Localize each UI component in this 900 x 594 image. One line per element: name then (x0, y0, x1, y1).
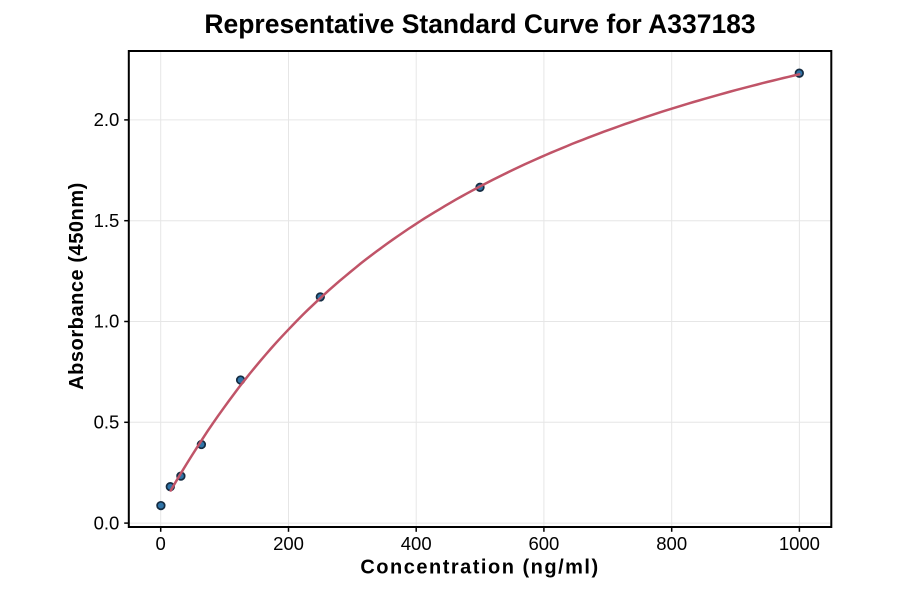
svg-text:800: 800 (656, 533, 687, 554)
svg-text:0.5: 0.5 (94, 412, 120, 433)
svg-text:1000: 1000 (779, 533, 820, 554)
svg-text:2.0: 2.0 (94, 109, 120, 130)
svg-text:200: 200 (273, 533, 304, 554)
svg-text:1.5: 1.5 (94, 210, 120, 231)
svg-text:Concentration (ng/ml): Concentration (ng/ml) (360, 557, 599, 579)
svg-text:Representative Standard Curve: Representative Standard Curve for A33718… (204, 9, 755, 39)
svg-text:400: 400 (401, 533, 432, 554)
svg-text:600: 600 (528, 533, 559, 554)
svg-text:1.0: 1.0 (94, 311, 120, 332)
svg-text:Absorbance (450nm): Absorbance (450nm) (66, 182, 88, 390)
svg-text:0.0: 0.0 (94, 512, 120, 533)
svg-text:0: 0 (156, 533, 166, 554)
